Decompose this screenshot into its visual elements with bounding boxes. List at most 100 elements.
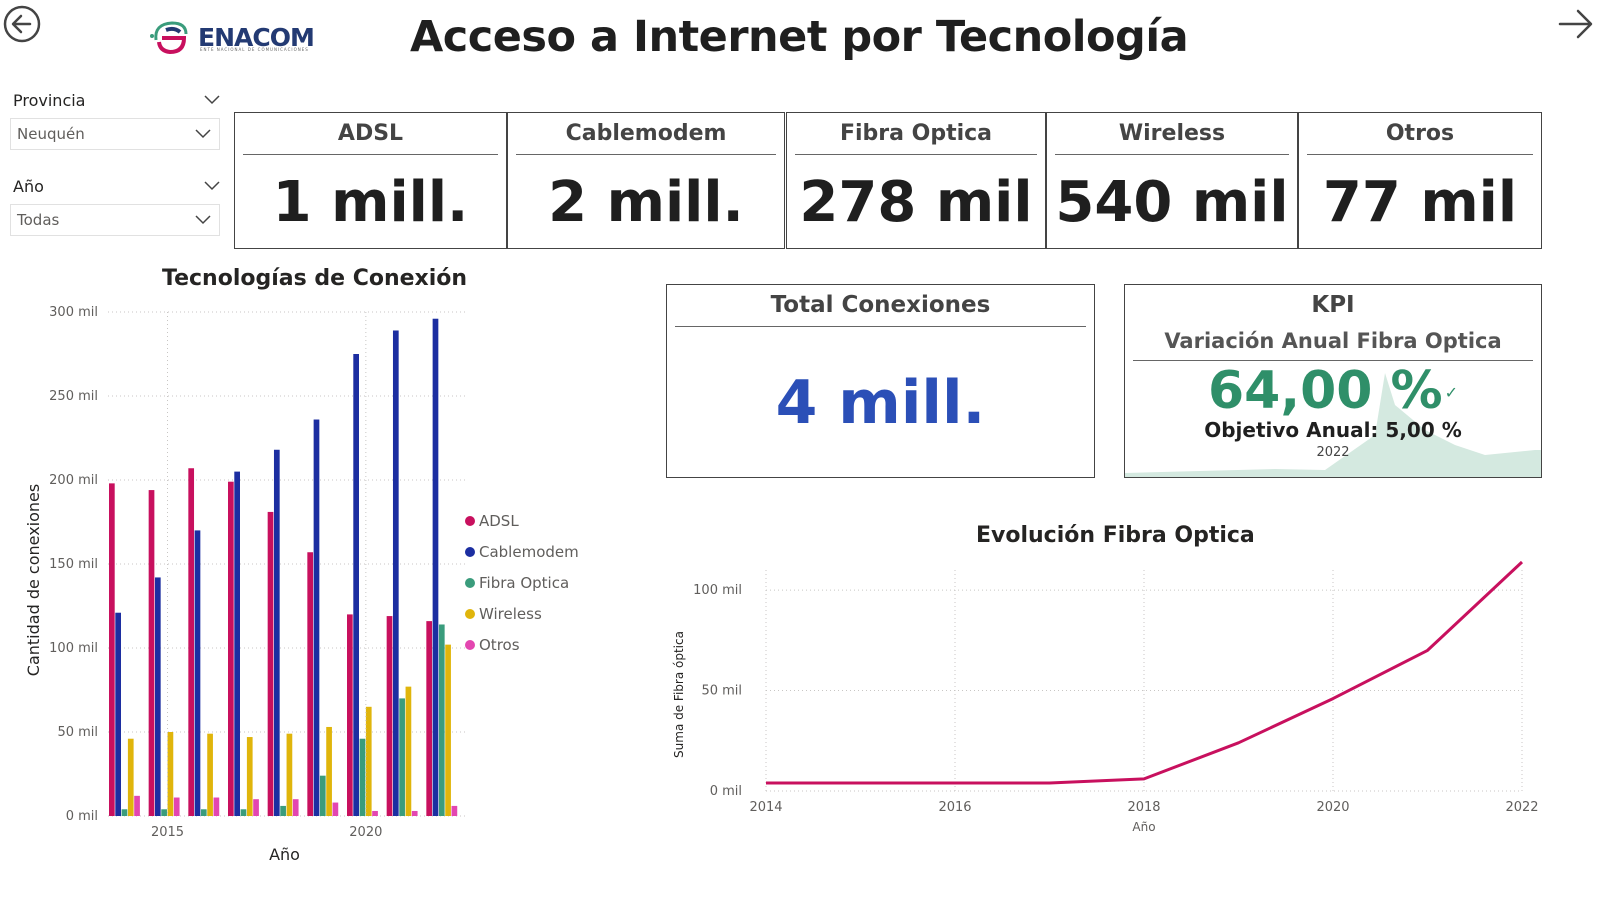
logo-text: ENACOM [198,22,315,52]
fibra-series-line [766,560,1524,785]
card-divider [795,154,1037,155]
bar-otros [451,805,458,816]
bar-adsl [347,614,353,816]
bar-otros [253,799,259,816]
y-tick-label: 0 mil [66,809,98,824]
bar-cablemodem [353,354,359,816]
y-axis-title: Cantidad de conexiones [24,484,43,676]
anio-slicer-header[interactable]: Año [10,175,220,197]
bar-otros [372,810,378,816]
kpi-value-row: 64,00 % ✓ [1125,365,1541,417]
card-fibra-optica[interactable]: Fibra Optica 278 mil [786,112,1046,249]
next-arrow-icon[interactable] [1556,4,1596,44]
bar-cablemodem [273,449,280,816]
chevron-down-icon[interactable] [204,95,220,105]
card-value: 77 mil [1322,170,1518,235]
kpi-card[interactable]: KPI Variación Anual Fibra Optica 64,00 %… [1124,284,1542,478]
card-cablemodem[interactable]: Cablemodem 2 mill. [507,112,785,249]
legend-label: Otros [479,636,520,654]
card-divider [243,154,498,155]
bar-wireless [246,737,253,816]
kpi-divider [1133,360,1533,361]
bar-otros [411,810,418,816]
y-tick-label: 250 mil [49,389,98,404]
bar-wireless [405,686,412,816]
enacom-logo-mark-icon [150,21,188,55]
kpi-goal: Objetivo Anual: 5,00 % [1204,418,1462,442]
bar-fibra-optica [438,624,445,816]
anio-value: Todas [17,211,60,229]
y-tick-label: 100 mil [693,583,742,598]
chevron-down-icon[interactable] [195,215,211,225]
bar-adsl [426,621,433,816]
kpi-title: KPI [1311,292,1355,318]
kpi-value: 64,00 % [1207,361,1443,421]
x-tick-label: 2018 [1127,800,1160,815]
bar-adsl [109,483,115,816]
y-tick-label: 50 mil [701,684,742,699]
kpi-trend-area [1125,373,1541,477]
bar-adsl [228,481,234,816]
card-value: 2 mill. [548,170,744,235]
bar-wireless [167,732,174,816]
provincia-slicer-header[interactable]: Provincia [10,89,220,111]
card-title: Fibra Optica [839,121,993,146]
card-otros[interactable]: Otros 77 mil [1298,112,1542,249]
legend-marker [465,578,475,588]
card-divider [1055,154,1289,155]
technology-bar-chart[interactable]: 0 mil 50 mil 100 mil 150 mil 200 mil 250 mil 3… [0,295,640,875]
anio-label: Año [13,176,44,196]
legend-marker [465,547,475,557]
bar-adsl [267,511,274,816]
bar-adsl [188,468,195,816]
x-axis-title: Año [269,845,300,864]
card-divider [1307,154,1533,155]
x-tick-label: 2015 [151,825,184,840]
bar-wireless [445,644,451,816]
card-adsl[interactable]: ADSL 1 mill. [234,112,507,249]
provincia-slicer: Provincia Neuquén [10,89,220,150]
bar-adsl [148,490,155,816]
card-value: 1 mill. [272,170,469,235]
chevron-down-icon[interactable] [195,129,211,139]
bar-fibra-optica [240,809,247,816]
anio-dropdown[interactable]: Todas [10,204,220,236]
back-arrow-icon[interactable] [2,4,42,44]
legend-label: Fibra Optica [479,574,569,592]
total-connections-card[interactable]: Total Conexiones 4 mill. [666,284,1095,478]
x-tick-label: 2020 [349,825,382,840]
logo-subtitle: ENTE NACIONAL DE COMUNICACIONES [200,47,309,52]
card-title: ADSL [337,121,404,146]
x-tick-label: 2014 [749,800,782,815]
y-tick-label: 150 mil [49,557,98,572]
bar-otros [292,799,299,816]
bar-wireless [127,738,134,816]
y-tick-label: 100 mil [49,641,98,656]
y-tick-label: 0 mil [710,784,742,799]
total-value: 4 mill. [775,368,986,438]
bar-wireless [286,733,293,816]
bar-fibra-optica [200,809,207,816]
bar-cablemodem [194,530,201,816]
y-axis-title: Suma de Fibra óptica [672,631,686,758]
legend-marker [465,640,475,650]
fibra-line-chart[interactable]: 0 mil 50 mil 100 mil 2014 2016 2018 2020 2022 Añ… [660,555,1560,855]
bar-cablemodem [115,612,121,816]
bar-adsl [386,616,393,816]
total-title: Total Conexiones [770,292,991,318]
chevron-down-icon[interactable] [204,181,220,191]
legend-label: ADSL [479,512,519,530]
card-wireless[interactable]: Wireless 540 mil [1046,112,1298,249]
bar-cablemodem [432,318,439,816]
anio-slicer: Año Todas [10,175,220,236]
bar-wireless [207,733,213,816]
x-tick-label: 2022 [1505,800,1538,815]
bar-fibra-optica [399,698,405,816]
card-title: Cablemodem [565,121,727,146]
bar-cablemodem [392,330,399,816]
y-tick-label: 200 mil [49,473,98,488]
x-tick-label: 2016 [938,800,971,815]
bar-fibra-optica [319,775,326,816]
provincia-dropdown[interactable]: Neuquén [10,118,220,150]
bar-otros [332,802,339,816]
